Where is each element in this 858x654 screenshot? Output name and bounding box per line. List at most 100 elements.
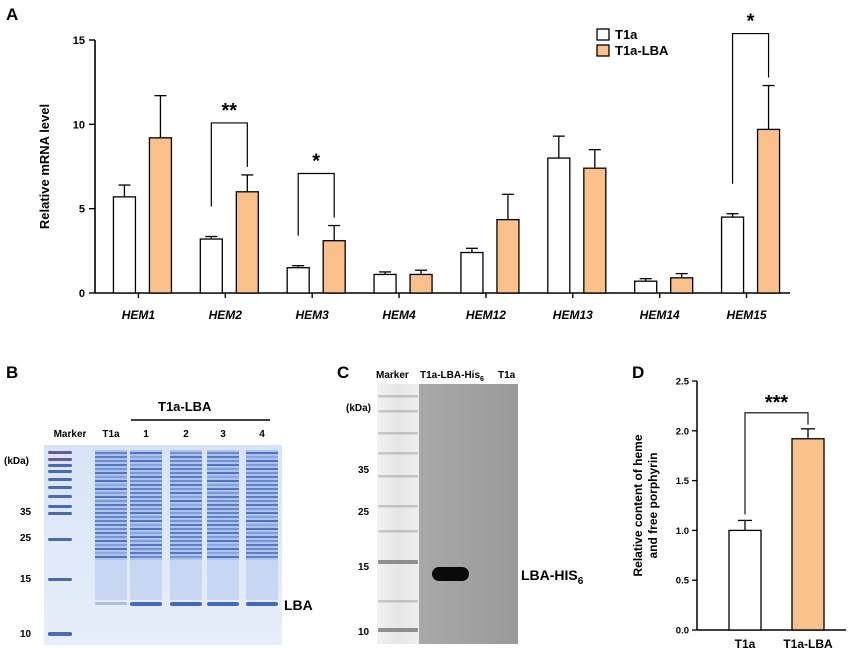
panel-a-significance-mark: ** [222, 100, 238, 122]
panel-c-blot [377, 384, 518, 644]
panel-b-lane-band [170, 528, 202, 530]
panel-b-lane-band [246, 520, 278, 522]
panel-b-lane-band [246, 500, 278, 502]
panel-b-lane-band [207, 456, 239, 458]
panel-b-lane-band [170, 520, 202, 522]
panel-b-lane-band [246, 456, 278, 458]
panel-a-x-tick-label: HEM15 [727, 308, 767, 322]
panel-c-ladder-band [378, 560, 418, 564]
panel-b-lane-lower [95, 560, 127, 600]
panel-a-bar [547, 157, 571, 294]
panel-b-lane-band [207, 500, 239, 502]
panel-b-lane-band [246, 556, 278, 558]
panel-b-lane-band [95, 456, 127, 458]
panel-b-lane-band [246, 488, 278, 490]
panel-d-y-axis-title-line2: and free porphyrin [646, 452, 660, 558]
panel-b-lane-lower [170, 560, 202, 600]
panel-b-lane-band [130, 472, 162, 474]
panel-b-lane-band [170, 488, 202, 490]
panel-b-lane-band [130, 536, 162, 538]
panel-b-lane-band [130, 480, 162, 482]
panel-b-lane-band [246, 536, 278, 538]
panel-b-lane-band [170, 452, 202, 454]
panel-b-ladder-band [48, 512, 72, 515]
panel-d-y-tick-label: 0.0 [676, 626, 689, 637]
panel-a-bar [756, 128, 781, 294]
panel-b-lane-band [170, 492, 202, 494]
panel-b-lane-band [95, 540, 127, 542]
panel-b-ladder-band [48, 578, 72, 581]
panel-b-lane-band [207, 544, 239, 546]
panel-b-label: B [6, 363, 18, 382]
panel-b-lane-band [246, 460, 278, 462]
panel-b-ladder-band [48, 458, 72, 461]
panel-a-y-tick-label: 10 [73, 119, 85, 131]
panel-a-bar [496, 218, 520, 294]
panel-b-lane-band [170, 548, 202, 550]
panel-a-x-tick-label: HEM13 [553, 308, 593, 322]
panel-b-lane-band [170, 472, 202, 474]
panel-d-y-tick-label: 2.5 [676, 377, 690, 388]
panel-b-mw-35: 35 [20, 507, 32, 518]
panel-b-lane-band [207, 548, 239, 550]
panel-b-lane-band [95, 532, 127, 534]
panel-b-lane-band [207, 468, 239, 470]
panel-b-lane-band [207, 504, 239, 506]
panel-b-ladder-band [48, 505, 72, 508]
panel-a-bar [112, 196, 137, 294]
panel-b-lane-lower [246, 560, 278, 600]
panel-b-lane-band [207, 496, 239, 498]
panel-b-lane-band [95, 480, 127, 482]
panel-b-lane-band [130, 476, 162, 478]
panel-a-x-tick-label: HEM3 [296, 308, 330, 322]
panel-b-lane-band [170, 500, 202, 502]
panel-b-lane-band [170, 508, 202, 510]
panel-c-mw-15: 15 [358, 562, 370, 573]
panel-d-significance-bracket [744, 412, 809, 515]
panel-b-lane-band [207, 524, 239, 526]
panel-b-lane-band [207, 480, 239, 482]
panel-b-lane-band [130, 540, 162, 542]
panel-a-x-tick-label: HEM12 [466, 308, 506, 322]
panel-b-lane-band [130, 516, 162, 518]
panel-b-lane-band [170, 532, 202, 534]
panel-b-lane-band [130, 464, 162, 466]
panel-b-lane-2: 2 [183, 429, 189, 440]
panel-b-lane-band [170, 468, 202, 470]
panel-b-lane-band [207, 520, 239, 522]
panel-a-bar [720, 216, 745, 294]
panel-b-ladder-band [48, 486, 72, 489]
panel-b-lane-band [170, 460, 202, 462]
panel-b-lane-band [246, 492, 278, 494]
panel-b-faint-band [95, 602, 127, 605]
panel-a-bar [409, 273, 433, 294]
panel-a-legend-label-t1a: T1a [615, 27, 638, 42]
panel-b-ladder-band [48, 495, 72, 498]
panel-b-lane-band [207, 492, 239, 494]
panel-b-lane-band [95, 512, 127, 514]
panel-d-x-tick-label: T1a [735, 637, 756, 651]
panel-b-lane-band [95, 544, 127, 546]
panel-b-lane-band [207, 528, 239, 530]
panel-b-lane-band [95, 520, 127, 522]
panel-b-lane-band [246, 528, 278, 530]
panel-a-significance-bracket [731, 32, 770, 184]
panel-a-bar [235, 191, 259, 294]
panel-a-label: A [6, 5, 18, 24]
panel-b-mw-15: 15 [20, 574, 32, 585]
panel-b-lane-band [207, 460, 239, 462]
panel-c-lane-label: T1a-LBA-His6 [420, 370, 484, 383]
panel-b-lane-band [130, 524, 162, 526]
panel-b-lane-band [246, 544, 278, 546]
panel-d-bar [791, 438, 825, 631]
panel-b-group-label: T1a-LBA [158, 399, 212, 414]
panel-b-lane-band [246, 524, 278, 526]
panel-b-lane-band [246, 548, 278, 550]
panel-d-chart: 0.0 0.5 1.0 1.5 2.0 2.5 Relative content of he… [631, 377, 846, 651]
panel-b-lane-band [207, 556, 239, 558]
panel-b-lane-band [95, 556, 127, 558]
panel-b-lane-band [170, 552, 202, 554]
panel-c-band-label: LBA-HIS6 [521, 567, 584, 587]
panel-b-lane-band [207, 508, 239, 510]
